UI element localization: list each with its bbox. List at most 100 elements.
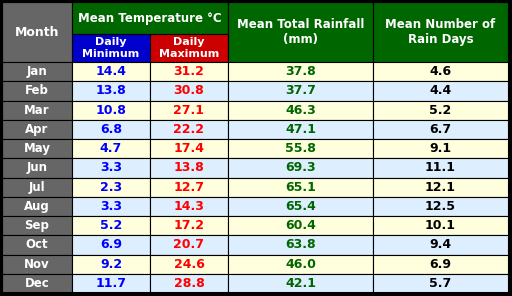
Text: 6.8: 6.8 <box>100 123 122 136</box>
Text: 63.8: 63.8 <box>285 238 316 251</box>
Bar <box>373 101 508 120</box>
Bar <box>373 274 508 293</box>
Text: 47.1: 47.1 <box>285 123 316 136</box>
Text: 42.1: 42.1 <box>285 277 316 290</box>
Bar <box>72 216 150 235</box>
Text: Sep: Sep <box>25 219 50 232</box>
Text: 12.1: 12.1 <box>425 181 456 194</box>
Bar <box>373 197 508 216</box>
Bar <box>373 178 508 197</box>
Bar <box>373 255 508 274</box>
Text: 46.0: 46.0 <box>285 258 316 271</box>
Bar <box>228 255 373 274</box>
Text: 13.8: 13.8 <box>96 84 126 97</box>
Bar <box>373 139 508 158</box>
Text: 30.8: 30.8 <box>174 84 204 97</box>
Bar <box>150 139 228 158</box>
Bar <box>228 274 373 293</box>
Text: 5.7: 5.7 <box>430 277 452 290</box>
Bar <box>72 62 150 81</box>
Text: 10.8: 10.8 <box>96 104 126 117</box>
Text: 65.4: 65.4 <box>285 200 316 213</box>
Bar <box>150 101 228 120</box>
Text: 65.1: 65.1 <box>285 181 316 194</box>
Text: Jul: Jul <box>29 181 46 194</box>
Text: 37.8: 37.8 <box>285 65 316 78</box>
Bar <box>228 120 373 139</box>
Text: Nov: Nov <box>24 258 50 271</box>
Bar <box>150 255 228 274</box>
Bar <box>228 62 373 81</box>
Bar <box>72 101 150 120</box>
Text: Aug: Aug <box>24 200 50 213</box>
Bar <box>373 158 508 178</box>
Text: Mean Total Rainfall
(mm): Mean Total Rainfall (mm) <box>237 18 364 46</box>
Bar <box>150 158 228 178</box>
Bar <box>2 81 72 101</box>
Bar <box>228 139 373 158</box>
Text: 20.7: 20.7 <box>174 238 204 251</box>
Text: Mean Temperature °C: Mean Temperature °C <box>78 12 222 25</box>
Text: 69.3: 69.3 <box>285 161 316 174</box>
Bar <box>2 120 72 139</box>
Text: Mean Number of
Rain Days: Mean Number of Rain Days <box>386 18 496 46</box>
Text: 14.4: 14.4 <box>96 65 126 78</box>
Text: Daily
Minimum: Daily Minimum <box>82 37 140 59</box>
Bar <box>72 274 150 293</box>
Text: 28.8: 28.8 <box>174 277 204 290</box>
Text: 2.3: 2.3 <box>100 181 122 194</box>
Bar <box>2 2 72 62</box>
Text: 3.3: 3.3 <box>100 161 122 174</box>
Text: 22.2: 22.2 <box>174 123 204 136</box>
Text: 13.8: 13.8 <box>174 161 204 174</box>
Bar <box>2 235 72 255</box>
Bar <box>373 81 508 101</box>
Bar <box>373 216 508 235</box>
Text: 17.2: 17.2 <box>174 219 204 232</box>
Text: 9.2: 9.2 <box>100 258 122 271</box>
Text: 17.4: 17.4 <box>174 142 204 155</box>
Bar <box>72 235 150 255</box>
Bar <box>72 120 150 139</box>
Text: 9.1: 9.1 <box>430 142 452 155</box>
Bar <box>150 81 228 101</box>
Text: Daily
Maximum: Daily Maximum <box>159 37 219 59</box>
Bar <box>228 158 373 178</box>
Text: 60.4: 60.4 <box>285 219 316 232</box>
Bar <box>2 274 72 293</box>
Bar <box>2 158 72 178</box>
Bar <box>373 120 508 139</box>
Text: 10.1: 10.1 <box>425 219 456 232</box>
Bar <box>72 197 150 216</box>
Bar <box>150 120 228 139</box>
Text: 6.7: 6.7 <box>430 123 452 136</box>
Text: 3.3: 3.3 <box>100 200 122 213</box>
Text: 31.2: 31.2 <box>174 65 204 78</box>
Bar <box>2 62 72 81</box>
Bar <box>2 178 72 197</box>
Text: 12.5: 12.5 <box>425 200 456 213</box>
Bar <box>72 255 150 274</box>
Bar <box>2 255 72 274</box>
Text: 12.7: 12.7 <box>174 181 204 194</box>
Text: 9.4: 9.4 <box>430 238 452 251</box>
Bar <box>228 101 373 120</box>
Bar <box>228 178 373 197</box>
Bar <box>228 81 373 101</box>
Bar <box>72 81 150 101</box>
Text: May: May <box>24 142 51 155</box>
Text: 46.3: 46.3 <box>285 104 316 117</box>
Text: 11.1: 11.1 <box>425 161 456 174</box>
Bar <box>228 197 373 216</box>
Text: 6.9: 6.9 <box>430 258 452 271</box>
Text: 11.7: 11.7 <box>96 277 126 290</box>
Bar <box>2 197 72 216</box>
Text: Jan: Jan <box>27 65 48 78</box>
Bar <box>373 235 508 255</box>
Text: Jun: Jun <box>27 161 48 174</box>
Bar <box>150 178 228 197</box>
Bar <box>2 101 72 120</box>
Text: Month: Month <box>15 25 59 38</box>
Text: 6.9: 6.9 <box>100 238 122 251</box>
Text: Mar: Mar <box>24 104 50 117</box>
